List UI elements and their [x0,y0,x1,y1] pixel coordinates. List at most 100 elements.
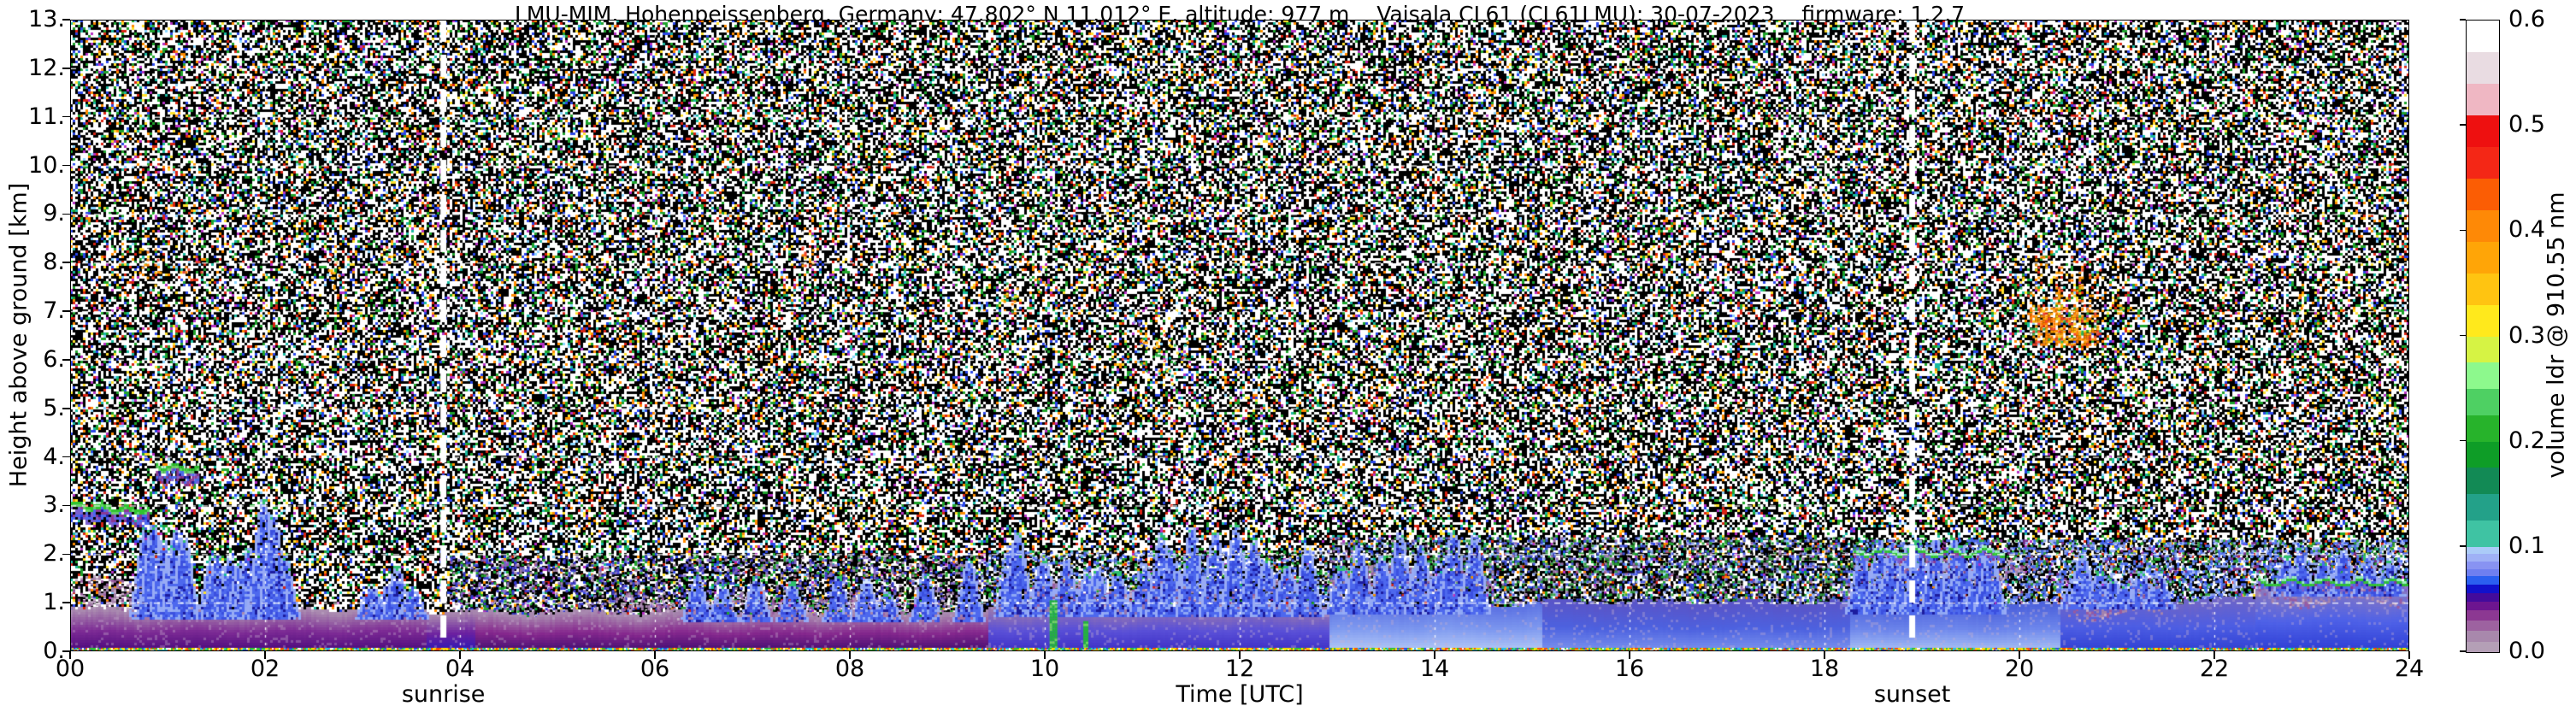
x-tick-label: 10 [1029,656,1060,682]
x-tick [1434,651,1435,659]
x-tick [2213,651,2215,659]
colorbar-segment [2467,20,2499,52]
colorbar-segment [2467,209,2499,242]
x-tick [1629,651,1630,659]
x-tick-label: 02 [250,656,280,682]
sunset-annotation: sunset [1873,681,1951,706]
colorbar-segment [2467,584,2499,594]
y-tick-label: 5. [43,394,65,421]
x-tick-label: 00 [55,656,85,682]
x-tick-label: 08 [834,656,865,682]
x-tick-label: 16 [1614,656,1645,682]
y-tick-label: 4. [43,443,65,470]
y-tick [62,19,70,21]
colorbar-segment [2467,468,2499,495]
colorbar-segment [2467,441,2499,468]
x-tick [2408,651,2410,659]
y-tick-label: 12. [28,54,65,81]
y-axis-label: Height above ground [km] [5,182,32,488]
x-tick-label: 12 [1224,656,1255,682]
y-tick [62,262,70,263]
colorbar-segment [2467,554,2499,562]
y-tick-label: 6. [43,345,65,373]
colorbar-segment [2467,609,2499,621]
colorbar-tick [2460,334,2466,337]
y-tick-label: 11. [28,103,65,130]
colorbar-segment [2467,115,2499,147]
x-tick-label: 20 [2004,656,2035,682]
colorbar-tick-label: 0.4 [2508,216,2545,244]
colorbar-tick-label: 0.1 [2508,532,2545,559]
y-tick [62,553,70,556]
x-tick-label: 24 [2394,656,2425,682]
x-tick-label: 18 [1809,656,1840,682]
colorbar-segment [2467,388,2499,415]
colorbar-tick [2460,19,2466,21]
y-tick [62,68,70,69]
y-tick [62,115,70,118]
colorbar-tick [2460,229,2466,232]
y-tick [62,213,70,215]
y-tick-label: 9. [43,200,65,227]
y-tick-label: 13. [28,6,65,32]
colorbar-segment [2467,51,2499,84]
y-tick-label: 8. [43,249,65,276]
colorbar-segment [2467,592,2499,602]
x-tick [1824,651,1825,659]
y-tick-label: 2. [43,540,65,568]
y-tick-label: 10. [28,151,65,179]
x-tick [459,651,461,659]
colorbar-segment [2467,568,2499,577]
colorbar-segment [2467,336,2499,363]
x-tick [2019,651,2020,659]
colorbar-tick [2460,439,2466,442]
x-tick-label: 06 [640,656,670,682]
y-tick-label: 1. [43,589,65,616]
colorbar-segment [2467,241,2499,274]
plot-title: LMU-MIM, Hohenpeissenberg, Germany; 47.8… [514,2,1966,26]
colorbar-segment [2467,146,2499,179]
y-tick-label: 3. [43,491,65,519]
colorbar-segment [2467,601,2499,610]
x-tick-label: 22 [2199,656,2230,682]
colorbar-tick-label: 0.6 [2508,6,2545,32]
x-tick-label: 04 [445,656,475,682]
heatmap-canvas [70,20,2409,651]
colorbar-tick-label: 0.0 [2508,638,2545,664]
y-tick [62,456,70,458]
colorbar-label: volume ldr @ 910.55 nm [2543,191,2570,479]
colorbar-segment [2467,83,2499,115]
sunrise-annotation: sunrise [401,681,486,706]
x-tick [69,651,71,659]
colorbar-tick [2460,545,2466,547]
colorbar-tick-label: 0.5 [2508,111,2545,138]
colorbar-segment [2467,362,2499,390]
x-tick [654,651,656,659]
colorbar-segment [2467,620,2499,632]
y-tick-label: 0. [43,638,65,664]
x-tick-label: 14 [1419,656,1450,682]
y-tick [62,359,70,361]
colorbar-segment [2467,641,2499,652]
x-tick [264,651,266,659]
colorbar-segment [2467,546,2499,555]
x-tick [1239,651,1241,659]
colorbar-segment [2467,575,2499,585]
y-tick [62,310,70,312]
x-tick [849,651,851,659]
colorbar-tick [2460,124,2466,126]
y-tick [62,504,70,507]
colorbar [2466,20,2500,653]
y-tick [62,650,70,652]
colorbar-tick-label: 0.2 [2508,427,2545,454]
colorbar-tick [2460,650,2466,652]
colorbar-segment [2467,273,2499,305]
colorbar-segment [2467,493,2499,521]
x-axis-label: Time [UTC] [1176,681,1304,706]
colorbar-segment [2467,631,2499,642]
colorbar-segment [2467,561,2499,569]
colorbar-segment [2467,178,2499,210]
y-tick [62,164,70,167]
colorbar-tick-label: 0.3 [2508,321,2545,349]
